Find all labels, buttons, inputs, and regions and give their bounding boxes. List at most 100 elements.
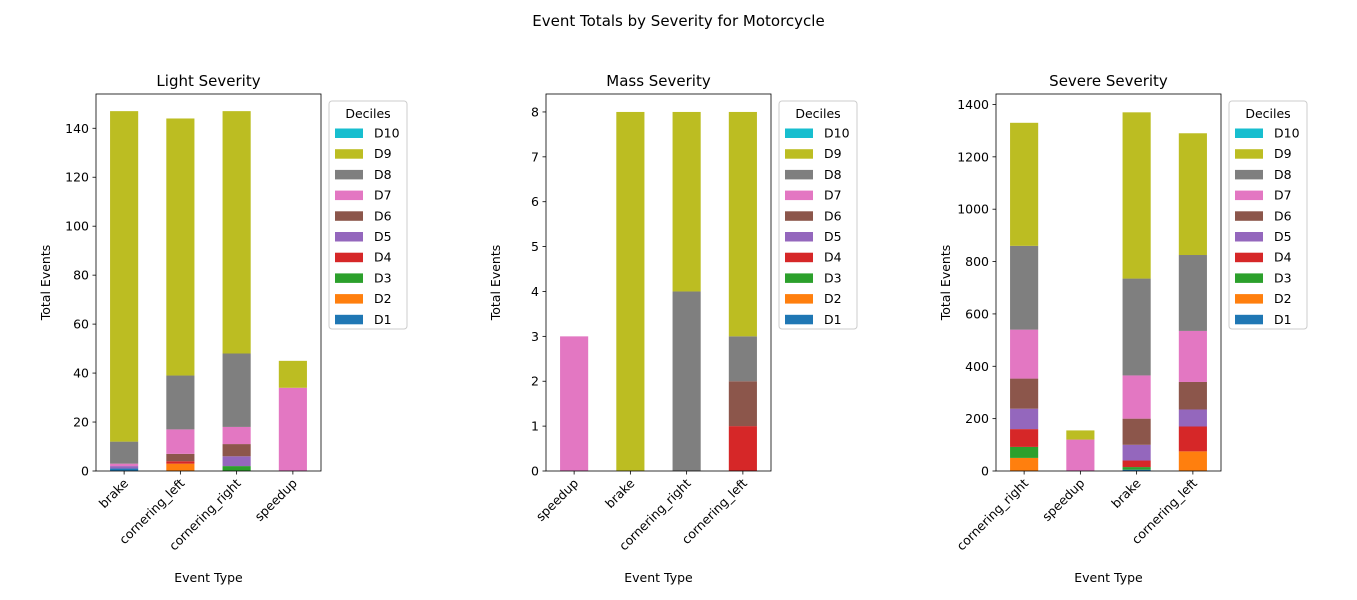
legend-label-D9: D9	[374, 146, 392, 161]
legend-label-D10: D10	[374, 126, 400, 141]
legend-title: Deciles	[795, 106, 840, 121]
bar-D9-cornering_left	[1178, 133, 1207, 256]
legend-swatch-D6	[785, 211, 813, 221]
chart-panel-3: 0200400600800100012001400cornering_right…	[938, 72, 1308, 585]
axes-spine	[95, 93, 322, 472]
bar-D9-cornering_left	[166, 118, 195, 376]
y-tick-label: 0	[531, 464, 539, 479]
legend-swatch-D4	[335, 252, 363, 263]
y-tick-label: 100	[65, 219, 89, 234]
bar-D5-brake	[1122, 444, 1151, 461]
legend-label-D10: D10	[824, 126, 850, 141]
bar-D9-speedup	[1066, 430, 1095, 440]
legend-title: Deciles	[1245, 106, 1290, 121]
bar-D7-cornering_left	[166, 429, 195, 454]
bar-D9-speedup	[278, 360, 307, 388]
y-ticks: 0 1 2 3 4 5 6 7 8	[531, 104, 546, 479]
bars	[1010, 112, 1207, 471]
bar-D5-cornering_right	[222, 456, 251, 467]
legend-label-D8: D8	[374, 167, 392, 182]
bar-D8-cornering_right	[1010, 245, 1039, 330]
legend-swatch-D1	[335, 314, 363, 325]
bar-D5-cornering_right	[1010, 408, 1039, 430]
legend-swatch-D5	[785, 232, 813, 242]
y-tick-label: 40	[73, 366, 89, 381]
y-tick-label: 8	[531, 104, 539, 119]
y-tick-label: 0	[81, 464, 89, 479]
legend-label-D5: D5	[824, 229, 842, 244]
bar-D7-speedup	[1066, 439, 1095, 471]
legend-swatch-D6	[1235, 211, 1263, 221]
bar-D4-brake	[1122, 460, 1151, 468]
bar-D3-cornering_right	[222, 466, 251, 471]
y-tick-label: 200	[965, 411, 989, 426]
bar-D8-brake	[1122, 278, 1151, 376]
legend-title: Deciles	[345, 106, 390, 121]
legend-label-D9: D9	[1274, 146, 1292, 161]
y-tick-label: 2	[531, 374, 539, 389]
y-axis-title: Total Events	[938, 245, 953, 322]
legend-swatch-D6	[335, 211, 363, 221]
panel-title: Severe Severity	[1049, 72, 1168, 90]
bar-D7-speedup	[560, 336, 589, 471]
legend-swatch-D4	[785, 252, 813, 263]
bar-D7-cornering_right	[222, 426, 251, 445]
bar-D1-brake	[1122, 469, 1151, 471]
bar-D7-speedup	[278, 387, 307, 471]
bar-D3-cornering_right	[1010, 446, 1039, 458]
y-tick-label: 400	[965, 359, 989, 374]
legend-swatch-D3	[785, 273, 813, 283]
bar-D7-cornering_left	[1178, 330, 1207, 382]
y-tick-label: 1200	[957, 149, 989, 164]
legend-swatch-D2	[1235, 294, 1263, 304]
bar-D4-cornering_right	[1010, 429, 1039, 447]
legend-label-D10: D10	[1274, 126, 1300, 141]
bar-D1-brake	[110, 468, 139, 471]
bar-D9-brake	[1122, 112, 1151, 279]
bar-D6-brake	[1122, 418, 1151, 445]
bar-D8-brake	[110, 441, 139, 464]
bars	[110, 111, 307, 471]
legend-label-D5: D5	[1274, 229, 1292, 244]
legend-swatch-D1	[785, 314, 813, 325]
bar-D9-cornering_right	[1010, 122, 1039, 246]
legend-swatch-D5	[335, 232, 363, 242]
chart-panel-1: 020406080100120140brakecornering_leftcor…	[38, 72, 408, 585]
legend-swatch-D3	[1235, 273, 1263, 283]
bar-D2-cornering_left	[166, 463, 195, 471]
bar-D8-cornering_left	[728, 336, 757, 382]
y-ticks: 0 20 40 60 80 100 120 140	[65, 121, 96, 479]
legend-swatch-D10	[1235, 128, 1263, 138]
legend-swatch-D10	[335, 128, 363, 138]
y-tick-label: 1400	[957, 97, 989, 112]
panel-title: Mass Severity	[606, 72, 711, 90]
bar-D2-cornering_right	[1010, 457, 1039, 471]
bar-D9-cornering_right	[672, 111, 701, 292]
legend-label-D3: D3	[1274, 270, 1292, 285]
y-tick-label: 20	[73, 415, 89, 430]
x-axis-title: Event Type	[624, 570, 693, 585]
axes-frame	[545, 93, 772, 472]
legend-swatch-D9	[785, 149, 813, 159]
x-axis-title: Event Type	[1074, 570, 1143, 585]
bar-D8-cornering_left	[166, 375, 195, 430]
legend-swatch-D2	[785, 294, 813, 304]
legend-label-D1: D1	[1274, 312, 1292, 327]
figure-title: Event Totals by Severity for Motorcycle	[532, 12, 824, 30]
y-tick-label: 6	[531, 194, 539, 209]
y-axis-title: Total Events	[488, 245, 503, 322]
bar-D4-cornering_left	[728, 426, 757, 471]
y-tick-label: 1000	[957, 202, 989, 217]
bar-D9-brake	[110, 111, 139, 442]
legend-swatch-D7	[785, 190, 813, 201]
axes-frame	[995, 93, 1222, 472]
bar-D6-cornering_left	[1178, 381, 1207, 410]
legend-swatch-D7	[1235, 190, 1263, 201]
y-tick-label: 4	[531, 284, 539, 299]
y-tick-label: 140	[65, 121, 89, 136]
legend-label-D7: D7	[1274, 188, 1292, 203]
legend-label-D6: D6	[1274, 208, 1292, 223]
axes-spine	[995, 93, 1222, 472]
bar-D6-cornering_right	[222, 444, 251, 457]
